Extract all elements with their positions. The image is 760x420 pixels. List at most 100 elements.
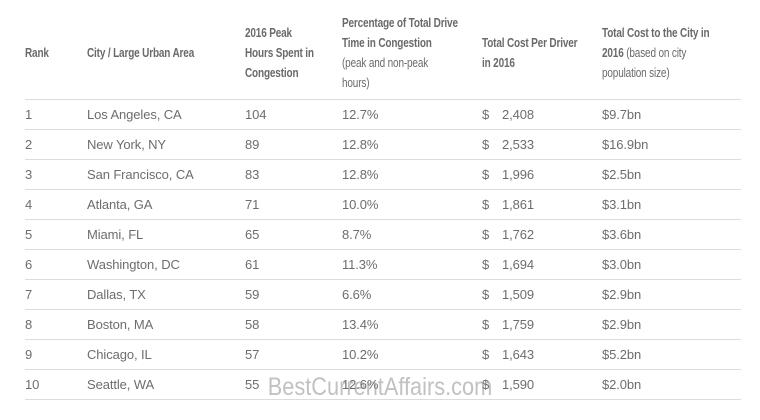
cost-per-driver-amount: 1,643: [502, 346, 535, 362]
column-header-cost-per-driver-label: Total Cost Per Driver in 2016: [482, 36, 578, 71]
cost-per-driver-cell: $1,861: [482, 188, 602, 219]
pct-drive-time-cell: 10.2%: [342, 338, 482, 369]
pct-drive-time-cell: 12.6%: [342, 368, 482, 400]
column-header-peak-hours: 2016 Peak Hours Spent in Congestion: [245, 0, 342, 99]
rank-cell: 9: [25, 338, 87, 369]
table-body: 1 Los Angeles, CA 104 12.7% $2,408 $9.7bn 2 New…: [25, 98, 741, 400]
cost-to-city-cell: $16.9bn: [602, 128, 741, 159]
currency-symbol: $: [482, 346, 490, 362]
rank-cell: 5: [25, 218, 87, 249]
congestion-cost-table: Rank City / Large Urban Area 2016 Peak H…: [25, 0, 741, 400]
city-cell: Atlanta, GA: [87, 188, 245, 219]
cost-per-driver-amount: 1,694: [502, 256, 535, 272]
column-header-peak-hours-label: 2016 Peak Hours Spent in Congestion: [245, 26, 314, 81]
cost-per-driver-amount: 1,996: [502, 166, 535, 182]
city-cell: Miami, FL: [87, 218, 245, 249]
currency-symbol: $: [482, 166, 490, 182]
rank-cell: 6: [25, 248, 87, 279]
cost-per-driver-cell: $1,590: [482, 368, 602, 400]
peak-hours-cell: 59: [245, 278, 342, 309]
rank-cell: 2: [25, 128, 87, 159]
column-header-cost-to-city-note: (based on city population size): [602, 46, 687, 81]
city-cell: Los Angeles, CA: [87, 98, 245, 129]
cost-to-city-cell: $3.1bn: [602, 188, 741, 219]
cost-per-driver-amount: 1,590: [502, 376, 535, 392]
cost-per-driver-cell: $1,996: [482, 158, 602, 189]
peak-hours-cell: 58: [245, 308, 342, 339]
table-row: 10 Seattle, WA 55 12.6% $1,590 $2.0bn: [25, 368, 741, 400]
rank-cell: 8: [25, 308, 87, 339]
peak-hours-cell: 65: [245, 218, 342, 249]
cost-to-city-cell: $2.5bn: [602, 158, 741, 189]
column-header-cost-to-city-label: Total Cost to the City in 2016: [602, 26, 710, 61]
peak-hours-cell: 55: [245, 368, 342, 400]
rank-cell: 1: [25, 98, 87, 129]
rank-cell: 3: [25, 158, 87, 189]
rank-cell: 10: [25, 368, 87, 400]
city-cell: New York, NY: [87, 128, 245, 159]
table-row: 1 Los Angeles, CA 104 12.7% $2,408 $9.7bn: [25, 98, 741, 129]
cost-per-driver-amount: 1,762: [502, 226, 535, 242]
currency-symbol: $: [482, 376, 490, 392]
peak-hours-cell: 71: [245, 188, 342, 219]
table-row: 3 San Francisco, CA 83 12.8% $1,996 $2.5bn: [25, 158, 741, 189]
currency-symbol: $: [482, 136, 490, 152]
table-row: 8 Boston, MA 58 13.4% $1,759 $2.9bn: [25, 308, 741, 339]
pct-drive-time-cell: 6.6%: [342, 278, 482, 309]
cost-per-driver-cell: $1,509: [482, 278, 602, 309]
rank-cell: 7: [25, 278, 87, 309]
city-cell: Washington, DC: [87, 248, 245, 279]
column-header-city-label: City / Large Urban Area: [87, 46, 195, 61]
city-cell: Dallas, TX: [87, 278, 245, 309]
city-cell: Chicago, IL: [87, 338, 245, 369]
cost-per-driver-cell: $1,759: [482, 308, 602, 339]
rank-cell: 4: [25, 188, 87, 219]
peak-hours-cell: 104: [245, 98, 342, 129]
column-header-rank-label: Rank: [25, 46, 49, 61]
column-header-city: City / Large Urban Area: [87, 0, 245, 99]
cost-per-driver-cell: $2,408: [482, 98, 602, 129]
column-header-pct-drive-time-label: Percentage of Total Drive Time in Conges…: [342, 16, 458, 51]
pct-drive-time-cell: 11.3%: [342, 248, 482, 279]
cost-per-driver-cell: $1,643: [482, 338, 602, 369]
table-header: Rank City / Large Urban Area 2016 Peak H…: [25, 0, 741, 99]
currency-symbol: $: [482, 106, 490, 122]
table-row: 4 Atlanta, GA 71 10.0% $1,861 $3.1bn: [25, 188, 741, 219]
column-header-rank: Rank: [25, 0, 87, 99]
pct-drive-time-cell: 12.8%: [342, 128, 482, 159]
city-cell: San Francisco, CA: [87, 158, 245, 189]
pct-drive-time-cell: 8.7%: [342, 218, 482, 249]
currency-symbol: $: [482, 316, 490, 332]
pct-drive-time-cell: 12.8%: [342, 158, 482, 189]
peak-hours-cell: 89: [245, 128, 342, 159]
column-header-pct-drive-time: Percentage of Total Drive Time in Conges…: [342, 0, 482, 99]
cost-per-driver-amount: 2,533: [502, 136, 535, 152]
pct-drive-time-cell: 13.4%: [342, 308, 482, 339]
currency-symbol: $: [482, 286, 490, 302]
cost-per-driver-amount: 1,861: [502, 196, 535, 212]
column-header-cost-to-city: Total Cost to the City in 2016 (based on…: [602, 0, 741, 99]
table-row: 5 Miami, FL 65 8.7% $1,762 $3.6bn: [25, 218, 741, 249]
cost-to-city-cell: $9.7bn: [602, 98, 741, 129]
cost-per-driver-cell: $1,694: [482, 248, 602, 279]
column-header-cost-per-driver: Total Cost Per Driver in 2016: [482, 0, 602, 99]
cost-per-driver-amount: 1,759: [502, 316, 535, 332]
cost-to-city-cell: $5.2bn: [602, 338, 741, 369]
peak-hours-cell: 61: [245, 248, 342, 279]
cost-per-driver-cell: $2,533: [482, 128, 602, 159]
city-cell: Seattle, WA: [87, 368, 245, 400]
column-header-pct-drive-time-note: (peak and non-peak hours): [342, 56, 429, 91]
table-row: 9 Chicago, IL 57 10.2% $1,643 $5.2bn: [25, 338, 741, 369]
peak-hours-cell: 57: [245, 338, 342, 369]
cost-to-city-cell: $3.0bn: [602, 248, 741, 279]
cost-per-driver-amount: 1,509: [502, 286, 535, 302]
cost-to-city-cell: $3.6bn: [602, 218, 741, 249]
cost-per-driver-amount: 2,408: [502, 106, 535, 122]
currency-symbol: $: [482, 196, 490, 212]
table-row: 6 Washington, DC 61 11.3% $1,694 $3.0bn: [25, 248, 741, 279]
currency-symbol: $: [482, 226, 490, 242]
table-header-row: Rank City / Large Urban Area 2016 Peak H…: [25, 0, 741, 99]
table-row: 2 New York, NY 89 12.8% $2,533 $16.9bn: [25, 128, 741, 159]
pct-drive-time-cell: 12.7%: [342, 98, 482, 129]
